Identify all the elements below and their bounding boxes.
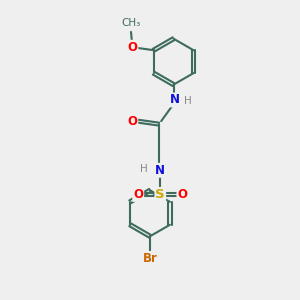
- Text: O: O: [133, 188, 143, 201]
- Text: N: N: [170, 93, 180, 106]
- Text: O: O: [177, 188, 188, 201]
- Text: O: O: [128, 41, 137, 54]
- Text: N: N: [155, 164, 165, 177]
- Text: H: H: [184, 96, 192, 106]
- Text: CH₃: CH₃: [122, 18, 141, 28]
- Text: O: O: [127, 115, 137, 128]
- Text: S: S: [155, 188, 165, 201]
- Text: Br: Br: [142, 252, 158, 265]
- Text: H: H: [140, 164, 148, 174]
